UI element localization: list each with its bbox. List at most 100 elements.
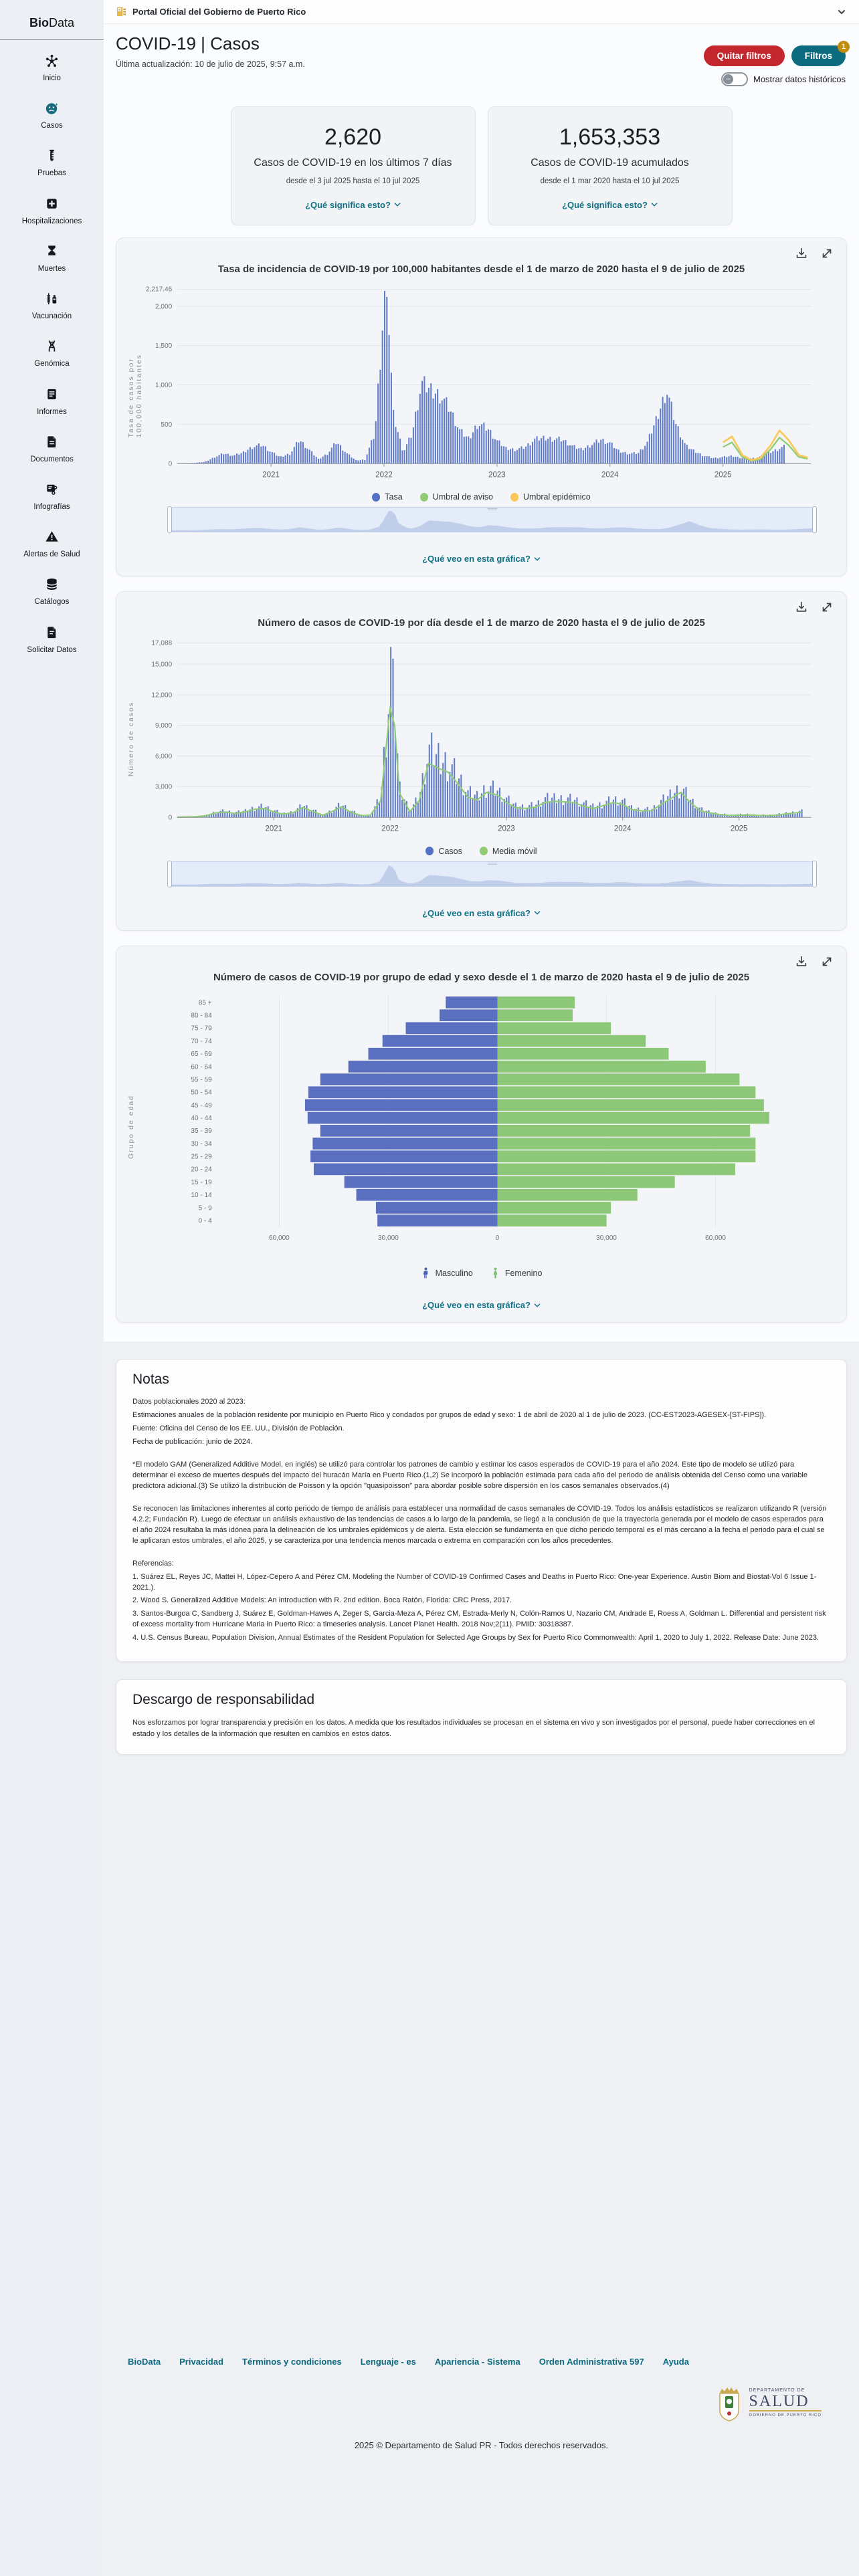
legend-item-umbral-de-aviso[interactable]: Umbral de aviso (419, 492, 493, 502)
stat-cards: 2,620 Casos de COVID-19 en los últimos 7 … (104, 106, 859, 225)
svg-text:1,500: 1,500 (155, 342, 173, 350)
sidebar-item-pruebas[interactable]: Pruebas (0, 139, 104, 187)
sick-face-icon (44, 100, 60, 119)
notes-paragraph: 1. Suárez EL, Reyes JC, Mattei H, López-… (132, 1572, 817, 1592)
warning-triangle-icon (44, 529, 60, 548)
legend-item-tasa[interactable]: Tasa (372, 492, 403, 502)
page-title: COVID-19 | Casos (116, 33, 260, 53)
what-does-this-mean-link[interactable]: ¿Qué significa esto? (305, 200, 401, 210)
svg-text:0: 0 (169, 815, 173, 822)
footer-link-t-rminos-y-condiciones[interactable]: Términos y condiciones (242, 2357, 342, 2367)
svg-text:500: 500 (161, 421, 172, 428)
what-do-i-see-link[interactable]: ¿Qué veo en esta gráfica? (422, 908, 541, 918)
footer-link-lenguaje-es[interactable]: Lenguaje - es (360, 2357, 416, 2367)
legend-item-masculino[interactable]: Masculino (421, 1267, 473, 1279)
slider-grip-icon[interactable] (487, 508, 497, 511)
expand-icon[interactable] (820, 954, 834, 969)
what-do-i-see-link[interactable]: ¿Qué veo en esta gráfica? (422, 1300, 541, 1310)
download-icon[interactable] (794, 600, 809, 615)
y-axis-label: Tasa de casos por 100,000 habitantes (127, 354, 143, 438)
link-text: ¿Qué significa esto? (305, 199, 391, 210)
time-range-slider[interactable] (167, 860, 817, 887)
y-axis-label: Número de casos (127, 701, 135, 777)
notes-paragraph: Fecha de publicación: junio de 2024. (132, 1438, 253, 1446)
sidebar-item-genomica[interactable]: Genómica (0, 330, 104, 377)
sidebar-divider (0, 39, 104, 40)
sidebar-item-hospitalizaciones[interactable]: Hospitalizaciones (0, 187, 104, 235)
remove-filters-button[interactable]: Quitar filtros (703, 45, 785, 66)
what-does-this-mean-link[interactable]: ¿Qué significa esto? (562, 200, 658, 210)
chart-title: Tasa de incidencia de COVID-19 por 100,0… (217, 263, 745, 275)
slider-handle-right[interactable] (812, 506, 817, 534)
sidebar-nav: Inicio Casos Pruebas Hospitalizaciones Muert… (0, 44, 104, 663)
chart-area: Tasa de casos por 100,000 habitantes 0 500… (127, 279, 834, 492)
expand-icon[interactable] (820, 246, 834, 261)
main-area: Portal Oficial del Gobierno de Puerto Ri… (104, 0, 859, 2461)
time-range-slider[interactable] (167, 506, 817, 534)
toggle-knob-icon: – (723, 74, 733, 84)
footer-link-orden-administrativa-597[interactable]: Orden Administrativa 597 (539, 2357, 644, 2367)
medical-cross-icon (44, 196, 60, 215)
chart-plot[interactable]: 0 500 1,000 1,500 2,000 2,217.46 2021 2022 2023 2… (128, 279, 834, 488)
expand-icon[interactable] (820, 600, 834, 615)
biodata-logo[interactable]: BioData (0, 0, 104, 39)
sidebar-item-vacunacion[interactable]: Vacunación (0, 282, 104, 330)
svg-text:50 - 54: 50 - 54 (191, 1089, 212, 1097)
footer-link-ayuda[interactable]: Ayuda (662, 2357, 689, 2367)
svg-text:30 - 34: 30 - 34 (191, 1140, 212, 1148)
sidebar-item-documentos[interactable]: Documentos (0, 425, 104, 473)
page-header: COVID-19 | Casos Última actualización: 1… (104, 24, 859, 89)
database-icon (44, 576, 60, 595)
sidebar-item-label: Alertas de Salud (23, 550, 80, 559)
slider-handle-right[interactable] (812, 860, 817, 887)
sidebar-item-alertas-de-salud[interactable]: Alertas de Salud (0, 520, 104, 568)
link-text: ¿Qué significa esto? (562, 199, 648, 210)
historic-data-toggle[interactable]: – (721, 72, 748, 86)
sidebar-item-casos[interactable]: Casos (0, 92, 104, 139)
chart-plot[interactable]: 0 3,000 6,000 9,000 12,000 15,000 17,088 2021 20… (128, 633, 834, 842)
sidebar-item-catalogos[interactable]: Catálogos (0, 568, 104, 615)
disclaimer-card: Descargo de responsabilidad Nos esforzam… (116, 1679, 847, 1755)
footer-link-privacidad[interactable]: Privacidad (179, 2357, 223, 2367)
sidebar-item-solicitar-datos[interactable]: Solicitar Datos (0, 616, 104, 663)
svg-text:60 - 64: 60 - 64 (191, 1063, 212, 1071)
syringe-icon (44, 291, 60, 310)
sidebar-item-label: Casos (41, 122, 63, 130)
download-icon[interactable] (794, 954, 809, 969)
svg-text:12,000: 12,000 (151, 692, 172, 700)
what-do-i-see-link[interactable]: ¿Qué veo en esta gráfica? (422, 554, 541, 564)
legend-dot-icon (510, 492, 518, 502)
chevron-down-icon[interactable] (836, 7, 847, 17)
legend-item-umbral-epid-mico[interactable]: Umbral epidémico (510, 492, 591, 502)
legend-item-casos[interactable]: Casos (425, 847, 462, 856)
sidebar-item-label: Solicitar Datos (27, 645, 77, 654)
gov-banner[interactable]: Portal Oficial del Gobierno de Puerto Ri… (104, 0, 859, 24)
notes-paragraph: *El modelo GAM (Generalized Additive Mod… (132, 1461, 807, 1490)
legend-label: Umbral de aviso (432, 492, 493, 502)
slider-handle-left[interactable] (167, 506, 172, 534)
svg-text:75 - 79: 75 - 79 (191, 1025, 212, 1033)
legend-item-femenino[interactable]: Femenino (490, 1267, 542, 1279)
svg-text:65 - 69: 65 - 69 (191, 1051, 212, 1058)
slider-grip-icon[interactable] (487, 862, 497, 865)
slider-handle-left[interactable] (167, 860, 172, 887)
brush-minimap (169, 511, 815, 532)
svg-text:5 - 9: 5 - 9 (199, 1204, 213, 1212)
legend-label: Umbral epidémico (523, 492, 591, 502)
chart-legend: Tasa Umbral de aviso Umbral epidémico (128, 492, 834, 502)
download-icon[interactable] (794, 246, 809, 261)
svg-text:30,000: 30,000 (378, 1235, 399, 1242)
sidebar-item-muertes[interactable]: Muertes (0, 235, 104, 282)
footer-link-biodata[interactable]: BioData (128, 2357, 161, 2367)
sidebar-item-informes[interactable]: Informes (0, 378, 104, 425)
sidebar-item-infografias[interactable]: Infografías (0, 473, 104, 520)
chart-plot[interactable]: 60,000 30,000 0 30,000 60,000 85 + 80 - 84 75 -… (128, 987, 834, 1263)
stat-label: Casos de COVID-19 en los últimos 7 días (254, 157, 452, 169)
notes-title: Notas (132, 1372, 169, 1388)
legend-item-media-m-vil[interactable]: Media móvil (479, 847, 537, 856)
filters-button[interactable]: Filtros 1 (791, 41, 850, 66)
charts-section: Tasa de incidencia de COVID-19 por 100,0… (116, 237, 847, 1323)
footer-link-apariencia-sistema[interactable]: Apariencia - Sistema (434, 2357, 520, 2367)
legend-label: Masculino (435, 1268, 473, 1278)
sidebar-item-inicio[interactable]: Inicio (0, 44, 104, 92)
